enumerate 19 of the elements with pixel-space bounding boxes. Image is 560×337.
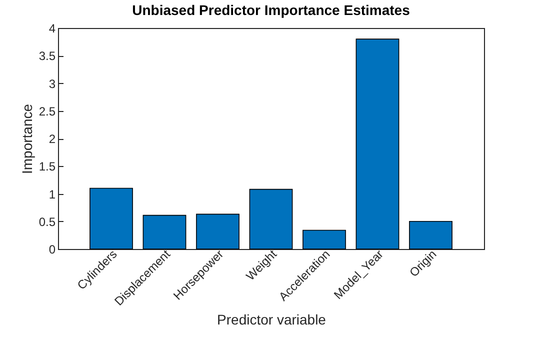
- y-tick-label: 3.5: [38, 49, 56, 64]
- y-axis-title: Importance: [18, 104, 35, 174]
- y-tick-label: 1.5: [38, 160, 56, 174]
- bar: [90, 188, 133, 250]
- chart-title: Unbiased Predictor Importance Estimates: [132, 2, 410, 18]
- y-tick-label: 2: [48, 132, 56, 146]
- bar: [249, 188, 293, 250]
- bar: [409, 220, 452, 250]
- y-tick-label: 3: [48, 76, 56, 91]
- y-tick-label: 0: [48, 242, 56, 256]
- y-tick-label: 1: [48, 187, 56, 202]
- bar: [302, 230, 346, 250]
- bar: [356, 38, 400, 250]
- y-tick-label: 0.5: [38, 214, 56, 229]
- y-tick-label: 2.5: [38, 104, 56, 118]
- y-tick-label: 4: [48, 22, 56, 36]
- bar: [142, 214, 186, 250]
- bar: [196, 214, 240, 250]
- x-axis-title: Predictor variable: [217, 312, 326, 328]
